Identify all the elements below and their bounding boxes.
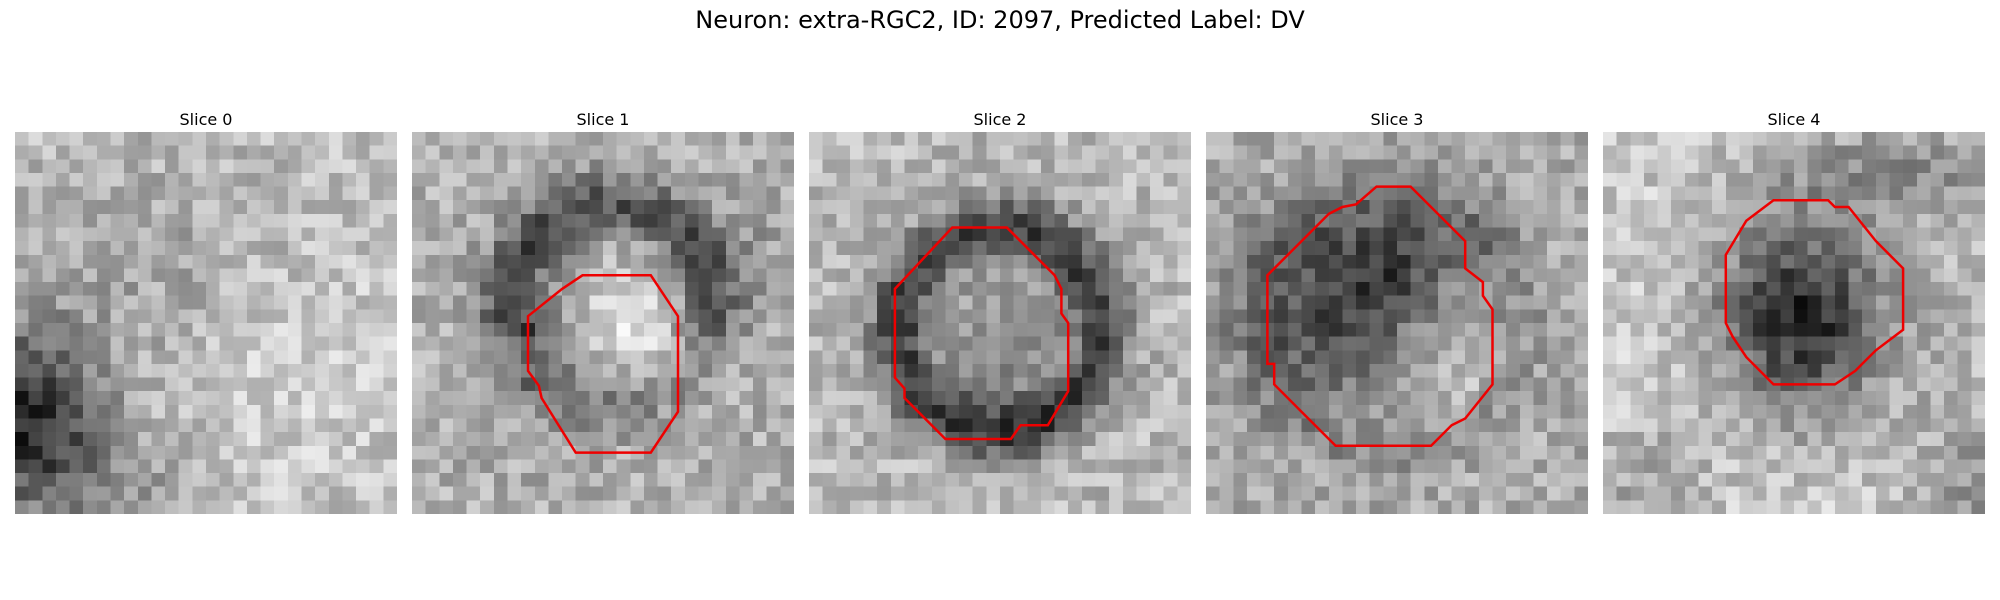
- slice-panel-3: Slice 3: [1206, 108, 1588, 514]
- slice-panel-1: Slice 1: [412, 108, 794, 514]
- segmentation-contour: [526, 274, 680, 454]
- segmentation-contour: [1266, 185, 1494, 448]
- slice-panel-0: Slice 0: [15, 108, 397, 514]
- slice-image: [809, 132, 1191, 514]
- slice-image: [1603, 132, 1985, 514]
- slice-image: [1206, 132, 1588, 514]
- slice-image: [412, 132, 794, 514]
- slice-panel-4: Slice 4: [1603, 108, 1985, 514]
- slice-title: Slice 2: [973, 110, 1027, 129]
- segmentation-contour: [893, 226, 1070, 441]
- segmentation-contour: [1724, 198, 1905, 386]
- slice-title: Slice 1: [576, 110, 630, 129]
- slice-title: Slice 4: [1767, 110, 1821, 129]
- slice-panel-2: Slice 2: [809, 108, 1191, 514]
- figure-title: Neuron: extra-RGC2, ID: 2097, Predicted …: [695, 6, 1305, 34]
- slice-image: [15, 132, 397, 514]
- slice-title: Slice 3: [1370, 110, 1424, 129]
- slice-title: Slice 0: [179, 110, 233, 129]
